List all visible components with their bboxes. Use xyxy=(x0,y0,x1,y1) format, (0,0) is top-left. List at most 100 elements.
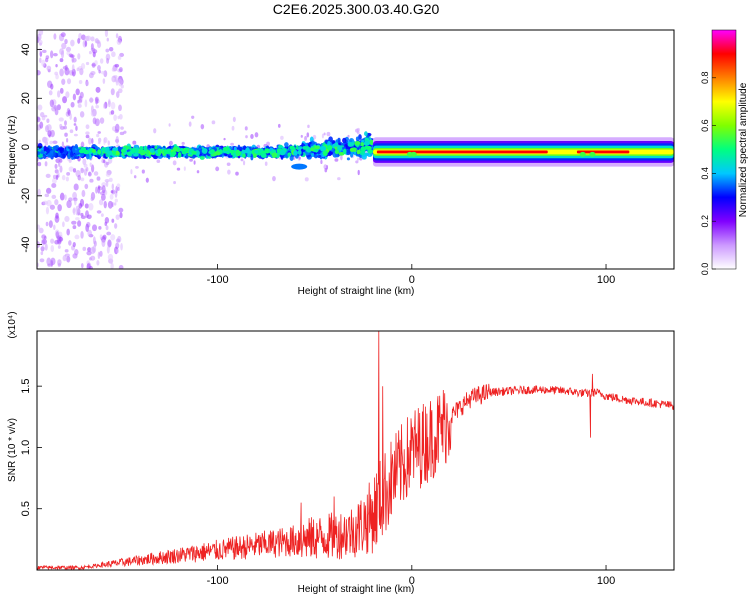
spectrogram-cell xyxy=(106,57,110,64)
spectrogram-cell xyxy=(115,150,120,156)
spectrogram-cell xyxy=(100,70,105,75)
spectrogram-cell xyxy=(74,249,79,256)
spectrogram-cell xyxy=(94,118,100,127)
spectrogram-cell xyxy=(320,145,327,152)
spectrogram-cell xyxy=(75,125,78,131)
spectrogram-cell xyxy=(196,170,200,174)
spectrogram-cell xyxy=(78,202,83,209)
spectrogram-cell xyxy=(63,125,67,130)
spectrogram-cell xyxy=(39,57,42,64)
spectrogram-cell xyxy=(90,36,95,42)
colorbar: 0.0 0.2 0.4 0.6 0.8 Normalized spectral ampl… xyxy=(700,29,749,275)
spectrogram-cell xyxy=(59,87,64,94)
spectrogram-cell xyxy=(37,117,41,123)
spectrogram-cell xyxy=(119,131,125,136)
colorbar-bar xyxy=(711,29,737,270)
spectrogram-cell xyxy=(117,187,120,191)
spectrogram-cell xyxy=(55,212,59,219)
spectrogram-cell xyxy=(337,145,343,151)
spectrogram-cell xyxy=(62,96,67,104)
spectrogram-cell xyxy=(38,139,42,143)
spectrogram-cell xyxy=(242,160,246,166)
spectrogram-cell xyxy=(126,151,132,156)
spectrogram-cell xyxy=(84,99,88,108)
spectrogram-cell xyxy=(41,59,46,67)
spectrogram-cell xyxy=(39,121,44,129)
spectrogram-cell xyxy=(188,121,192,127)
spectrogram-cell xyxy=(74,198,77,206)
spectrogram-cell xyxy=(87,247,92,252)
spectrogram-cell xyxy=(91,224,98,232)
spectrogram-cell xyxy=(242,153,246,158)
spectrogram-band xyxy=(576,150,630,154)
spectrogram-cell xyxy=(82,246,87,251)
spectrogram-cell xyxy=(85,124,90,130)
spectrogram-cell xyxy=(145,177,149,183)
spectrogram-cell xyxy=(45,147,50,154)
spectrogram-cell xyxy=(50,50,54,59)
spectrogram-cell xyxy=(53,33,57,40)
spectrogram-cell xyxy=(106,231,112,236)
spectrogram-cell xyxy=(252,153,257,158)
spectrogram-cell xyxy=(232,116,236,123)
spectrogram-y-tick-label: -40 xyxy=(20,237,32,253)
spectrogram-cell xyxy=(110,88,115,96)
spectrogram-cell xyxy=(94,96,99,102)
spectrogram-cell xyxy=(99,58,104,64)
spectrogram-cell xyxy=(51,183,57,189)
spectrogram-y-tick-label: 40 xyxy=(20,43,32,55)
spectrogram-cell xyxy=(54,71,59,76)
spectrogram-cell xyxy=(85,61,90,66)
spectrogram-cell xyxy=(39,258,45,263)
spectrogram-cell xyxy=(57,90,61,98)
spectrogram-cell xyxy=(118,265,124,269)
spectrogram-cell xyxy=(90,196,94,202)
spectrogram-cell xyxy=(223,137,226,141)
spectrogram-cell xyxy=(360,146,367,152)
spectrogram-cell xyxy=(77,103,82,108)
spectrogram-cell xyxy=(59,123,63,128)
spectrogram-cell xyxy=(367,149,374,154)
spectrogram-cell xyxy=(64,194,67,201)
spectrogram-cell xyxy=(254,149,259,154)
spectrogram-cell xyxy=(120,126,124,130)
spectrogram-cell xyxy=(44,243,48,251)
spectrogram-cell xyxy=(284,142,289,148)
spectrogram-cell xyxy=(250,133,254,139)
spectrogram-cell xyxy=(85,223,90,232)
spectrogram-cell xyxy=(40,251,44,256)
spectrogram-cell xyxy=(91,138,94,145)
spectrogram-x-ticks: -100 0 100 xyxy=(207,264,615,286)
spectrogram-y-ticks: -40 -20 0 20 40 xyxy=(20,43,42,253)
spectrogram-cell xyxy=(116,238,121,243)
spectrogram-cell xyxy=(335,139,339,143)
spectrogram-cell xyxy=(97,185,101,189)
spectrogram-cell xyxy=(52,174,57,179)
spectrogram-cell xyxy=(49,99,55,108)
spectrogram-cell xyxy=(57,204,62,212)
spectrogram-cell xyxy=(107,239,112,248)
spectrogram-cell xyxy=(266,141,270,147)
spectrogram-x-tick-label: 0 xyxy=(409,274,415,286)
spectrogram-cell xyxy=(88,137,92,145)
spectrogram-cell xyxy=(118,113,123,120)
spectrogram-cell xyxy=(77,174,82,181)
spectrogram-cell xyxy=(272,176,276,182)
spectrogram-cell xyxy=(98,199,104,206)
spectrogram-frame xyxy=(36,29,675,270)
spectrogram-cell xyxy=(59,165,63,173)
spectrogram-cell xyxy=(278,144,284,149)
spectrogram-cell xyxy=(54,163,58,169)
spectrogram-cell xyxy=(306,132,310,138)
spectrogram-cell xyxy=(264,148,270,154)
spectrogram-cell xyxy=(260,153,267,158)
spectrogram-cell xyxy=(96,176,101,181)
spectrogram-cell xyxy=(68,53,74,58)
spectrogram-cell xyxy=(271,152,278,158)
spectrogram-cell xyxy=(103,200,107,209)
spectrogram-cell xyxy=(88,257,92,261)
spectrogram-cell xyxy=(70,101,75,108)
snr-x-tick-label: 100 xyxy=(597,575,615,587)
spectrogram-cell xyxy=(73,183,79,191)
spectrogram-cell xyxy=(183,166,186,171)
